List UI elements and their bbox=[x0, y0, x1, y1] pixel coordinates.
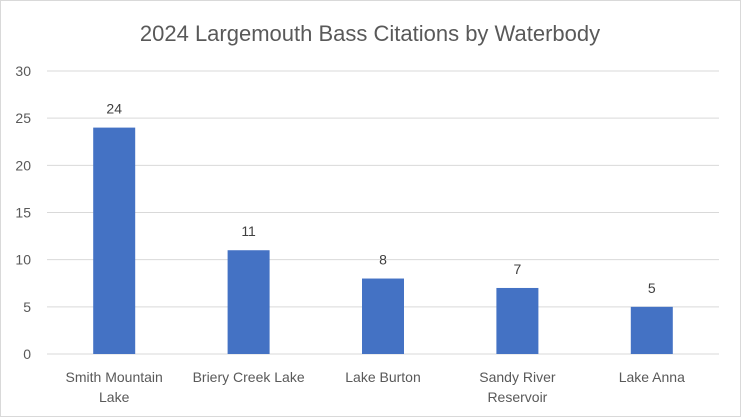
x-category-label: Briery Creek Lake bbox=[193, 369, 305, 385]
bar bbox=[630, 306, 673, 354]
data-label: 11 bbox=[241, 223, 256, 239]
y-tick-label: 15 bbox=[15, 205, 31, 221]
x-axis-category-labels: Smith Mountain Lake Briery Creek Lake Lake … bbox=[66, 369, 686, 405]
x-category-label: Lake bbox=[99, 389, 130, 405]
data-label: 5 bbox=[648, 280, 656, 296]
y-tick-label: 25 bbox=[15, 110, 31, 126]
x-category-label: Lake Anna bbox=[619, 369, 685, 385]
y-tick-label: 0 bbox=[23, 346, 31, 362]
data-label: 8 bbox=[379, 252, 387, 268]
gridlines bbox=[47, 70, 719, 355]
y-tick-label: 10 bbox=[15, 252, 31, 268]
chart-title: 2024 Largemouth Bass Citations by Waterb… bbox=[140, 21, 600, 46]
x-category-label: Smith Mountain bbox=[66, 369, 163, 385]
bar bbox=[227, 250, 270, 354]
bar bbox=[93, 127, 136, 354]
bars bbox=[93, 127, 673, 354]
x-category-label: Lake Burton bbox=[345, 369, 421, 385]
y-tick-label: 5 bbox=[23, 299, 31, 315]
y-tick-label: 30 bbox=[15, 63, 31, 79]
bar bbox=[496, 287, 539, 354]
data-label: 7 bbox=[514, 261, 522, 277]
x-category-label: Sandy River bbox=[479, 369, 556, 385]
data-labels: 24 11 8 7 5 bbox=[106, 101, 655, 296]
x-category-label: Reservoir bbox=[487, 389, 547, 405]
y-tick-label: 20 bbox=[15, 157, 31, 173]
data-label: 24 bbox=[106, 101, 122, 117]
bar bbox=[362, 278, 404, 354]
y-axis-tick-labels: 0 5 10 15 20 25 30 bbox=[15, 63, 31, 362]
